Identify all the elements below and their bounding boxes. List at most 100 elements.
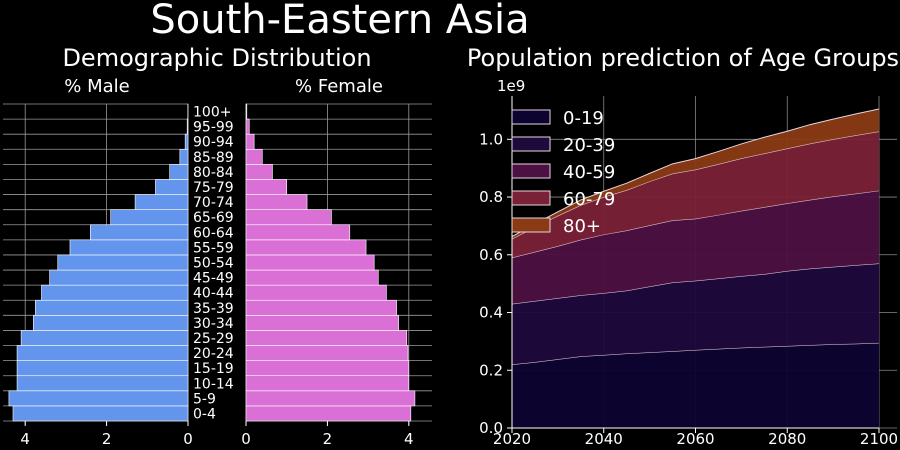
female-bar: [245, 269, 379, 286]
female-bar: [245, 224, 351, 241]
female-bar: [245, 284, 387, 301]
age-group-label: 10-14: [193, 376, 234, 392]
female-bar: [245, 299, 397, 316]
female-bar: [245, 103, 248, 120]
male-bar: [69, 239, 189, 256]
y-tick-label: 0.2: [479, 361, 503, 379]
male-bar: [33, 315, 189, 331]
legend-label: 0-19: [563, 108, 604, 129]
age-group-label: 55-59: [193, 240, 234, 256]
male-bar: [20, 330, 189, 346]
legend-label: 80+: [563, 216, 601, 237]
male-bar: [169, 164, 189, 180]
x-tick-label: 2060: [676, 430, 714, 448]
age-group-label: 85-89: [193, 150, 234, 166]
area-20-39-fill: [512, 263, 879, 365]
legend-label: 20-39: [563, 135, 615, 156]
area-80+-line: [511, 108, 880, 238]
age-group-label: 65-69: [193, 210, 234, 226]
area-60-79-fill: [512, 131, 879, 258]
area-0-19-fill: [512, 342, 879, 428]
age-group-label: 35-39: [193, 301, 234, 317]
female-bar: [245, 148, 263, 165]
legend-label: 60-79: [563, 189, 615, 210]
female-bar: [245, 330, 408, 346]
y-tick-label: 0.4: [479, 304, 503, 322]
male-bar: [49, 269, 189, 286]
male-bar: [8, 390, 189, 407]
x-tick-label: 2: [323, 430, 333, 448]
male-bar: [90, 224, 189, 241]
x-tick-label: 2100: [860, 430, 898, 448]
area-80+-fill: [512, 108, 879, 239]
male-bar: [155, 179, 189, 195]
age-group-label: 60-64: [193, 225, 234, 241]
x-tick-label: 4: [20, 430, 30, 448]
male-bar: [57, 254, 189, 271]
x-tick-label: 2080: [768, 430, 806, 448]
y-tick-label: 0.8: [479, 188, 503, 206]
male-subtitle: % Male: [64, 76, 129, 97]
male-bar: [134, 194, 189, 210]
age-group-label: 0-4: [193, 406, 216, 422]
female-bar: [245, 239, 367, 256]
female-bar: [245, 254, 375, 271]
main-title: South-Eastern Asia: [150, 0, 529, 43]
male-bar: [16, 360, 189, 377]
area-40-59-fill: [512, 190, 879, 304]
female-subtitle: % Female: [295, 76, 383, 97]
y-tick-label: 0.6: [479, 246, 503, 264]
area-title: Population prediction of Age Groups: [467, 44, 899, 72]
legend-swatch: [511, 190, 551, 206]
age-group-label: 40-44: [193, 286, 234, 302]
female-bar: [245, 118, 250, 135]
male-bar: [41, 284, 189, 301]
y-tick-label: 0.0: [479, 419, 503, 437]
age-group-label: 5-9: [193, 391, 216, 407]
female-bar: [245, 375, 410, 392]
legend-swatch: [511, 217, 551, 233]
female-bar: [245, 315, 399, 331]
male-bar: [16, 375, 189, 392]
male-bar: [186, 118, 189, 135]
y-scale-label: 1e9: [497, 77, 525, 95]
female-bar: [245, 133, 255, 150]
age-group-label: 50-54: [193, 256, 234, 272]
male-bar: [35, 299, 189, 316]
female-bar: [245, 164, 273, 180]
female-bar: [245, 345, 409, 361]
female-bar: [245, 179, 288, 195]
male-bar: [110, 209, 189, 226]
x-tick-label: 0: [241, 430, 251, 448]
age-group-label: 30-34: [193, 316, 234, 332]
male-bar: [12, 405, 189, 422]
male-bar: [179, 148, 189, 165]
female-bar: [245, 390, 416, 407]
age-group-label: 45-49: [193, 271, 234, 287]
female-bar: [245, 194, 308, 210]
age-group-label: 70-74: [193, 195, 234, 211]
x-tick-label: 0: [183, 430, 193, 448]
age-group-label: 20-24: [193, 346, 234, 362]
legend-swatch: [511, 136, 551, 152]
female-bar: [245, 209, 332, 226]
x-tick-label: 4: [404, 430, 414, 448]
pyramid-title: Demographic Distribution: [62, 44, 371, 72]
legend: 0-19 20-39 40-59 60-79 80+: [511, 108, 615, 237]
age-group-label: 25-29: [193, 331, 234, 347]
age-group-label: 95-99: [193, 120, 234, 136]
age-group-label: 90-94: [193, 135, 234, 151]
age-group-label: 100+: [193, 105, 231, 121]
population-pyramid: 0-45-910-1415-1920-2425-2930-3435-3940-4…: [3, 103, 432, 448]
male-bar: [16, 345, 189, 361]
population-area-chart: 0.0 0.2 0.4 0.6 0.8 1.0 2020 2040 2060 2080 2100: [479, 96, 898, 448]
x-tick-label: 2020: [493, 430, 531, 448]
y-tick-label: 1.0: [479, 130, 503, 148]
legend-swatch: [511, 109, 551, 125]
female-bar: [245, 360, 410, 377]
age-group-label: 75-79: [193, 180, 234, 196]
female-bar: [245, 405, 412, 422]
x-tick-label: 2: [102, 430, 112, 448]
legend-swatch: [511, 163, 551, 179]
